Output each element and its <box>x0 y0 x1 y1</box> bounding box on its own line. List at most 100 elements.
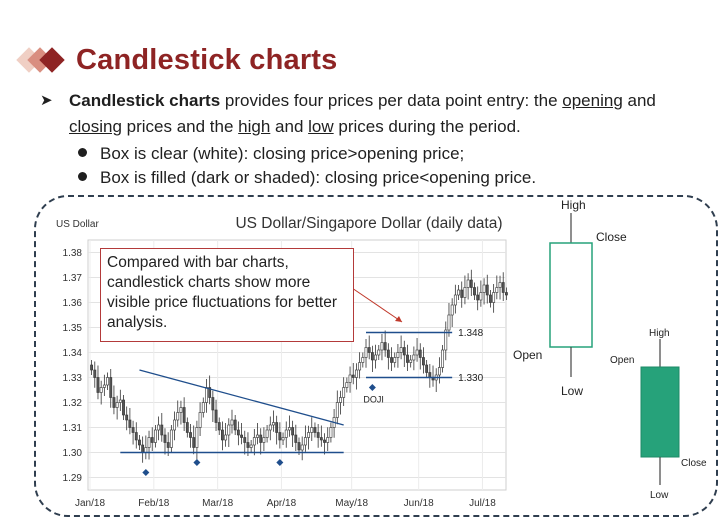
x-tick-label: Feb/18 <box>138 498 170 509</box>
candle-body <box>310 427 314 433</box>
candle-body <box>179 407 183 413</box>
term: Candlestick charts <box>69 91 221 110</box>
underlined-term: low <box>308 117 334 136</box>
candle-body <box>457 289 460 296</box>
candle-body <box>211 397 215 411</box>
support-label: 1.330 <box>458 373 483 384</box>
candle-body <box>374 354 377 361</box>
candle-body <box>227 424 231 436</box>
candle-body <box>106 377 109 386</box>
candle-body <box>425 364 429 373</box>
candle-body <box>201 402 205 413</box>
candle-body <box>367 347 371 353</box>
text-fragment: and <box>622 91 656 110</box>
callout-box: Compared with bar charts, candlestick ch… <box>100 248 354 342</box>
candle-body <box>138 439 141 446</box>
candle-body <box>444 329 448 351</box>
x-tick-labels: Jan/18 Feb/18 Mar/18 Apr/18 May/18 Jun/18 Jul/… <box>75 498 496 509</box>
candle-body <box>390 357 393 363</box>
candle-body <box>303 437 307 446</box>
x-tick-label: May/18 <box>335 498 368 509</box>
candle-body <box>406 354 409 363</box>
clear-candle-body <box>549 242 593 348</box>
underlined-term: closing <box>69 117 122 136</box>
marker-diamond <box>276 459 284 466</box>
sub-bullet-clear: Box is clear (white): closing price>open… <box>78 142 464 166</box>
candle-body <box>422 357 425 366</box>
candle-body <box>157 424 161 431</box>
candle-body <box>307 432 310 438</box>
dot-bullet-icon <box>78 148 87 158</box>
candle-body <box>275 422 279 433</box>
y-tick-label: 1.38 <box>63 248 83 259</box>
candle-body <box>176 412 180 421</box>
candle-body <box>412 354 416 361</box>
clear-low-label: Low <box>561 384 583 398</box>
candle-body <box>141 444 145 453</box>
candle-body <box>262 437 266 443</box>
candle-body <box>217 422 221 431</box>
candle-body <box>131 427 135 433</box>
candle-body <box>115 402 119 408</box>
candle-body <box>473 287 476 296</box>
candle-body <box>364 347 368 358</box>
candle-body <box>339 397 342 403</box>
candle-body <box>492 292 496 303</box>
marker-diamond <box>368 384 376 391</box>
candle-body <box>278 432 282 441</box>
y-tick-label: 1.33 <box>63 373 83 384</box>
candle-body <box>463 287 467 298</box>
candle-body <box>272 422 275 426</box>
candle-body <box>192 437 196 448</box>
candle-body <box>249 444 253 448</box>
candle-body <box>348 374 352 383</box>
clear-high-label: High <box>561 198 586 212</box>
candle-body <box>453 294 457 306</box>
candle-body <box>504 292 508 296</box>
marker-diamond <box>193 459 201 466</box>
candle-body <box>128 419 132 428</box>
candle-body <box>345 382 349 388</box>
y-tick-label: 1.29 <box>63 473 83 484</box>
candle-body <box>90 364 94 371</box>
marker-diamond <box>142 469 150 476</box>
candle-body <box>466 279 470 288</box>
y-tick-label: 1.35 <box>63 323 83 334</box>
sub-bullet-text: Box is filled (dark or shaded): closing … <box>100 168 537 187</box>
annotations <box>120 287 453 476</box>
candle-body <box>169 429 173 448</box>
candle-body <box>437 367 441 376</box>
trend-line <box>139 369 344 426</box>
candle-body <box>147 437 151 448</box>
y-tick-label: 1.34 <box>63 348 83 359</box>
candle-body <box>208 387 212 398</box>
candle-body <box>450 304 454 316</box>
candle-body <box>182 407 186 423</box>
filled-high-label: High <box>649 328 670 339</box>
candle-body <box>256 434 259 438</box>
candle-body <box>351 374 355 378</box>
candle-body <box>479 292 483 301</box>
dot-bullet-icon <box>78 172 87 182</box>
candle-body <box>233 419 237 431</box>
candle-body <box>102 384 106 388</box>
candle-body <box>224 434 228 441</box>
candle-body <box>441 349 445 368</box>
candle-body <box>195 427 199 448</box>
candle-body <box>93 369 97 378</box>
candle-legend: High Close Open Low High Open Close Low <box>513 198 707 501</box>
candle-body <box>294 434 298 443</box>
candle-body <box>447 314 451 331</box>
x-tick-label: Jun/18 <box>404 498 434 509</box>
candle-body <box>319 437 323 441</box>
underlined-term: high <box>238 117 271 136</box>
candle-body <box>230 419 234 426</box>
doji-label: DOJI <box>363 395 384 405</box>
clear-open-label: Open <box>513 348 542 362</box>
x-tick-label: Apr/18 <box>267 498 297 509</box>
x-tick-label: Mar/18 <box>202 498 234 509</box>
y-tick-label: 1.36 <box>63 298 83 309</box>
candle-body <box>418 349 422 358</box>
candle-body <box>185 422 189 433</box>
candle-body <box>399 347 403 353</box>
